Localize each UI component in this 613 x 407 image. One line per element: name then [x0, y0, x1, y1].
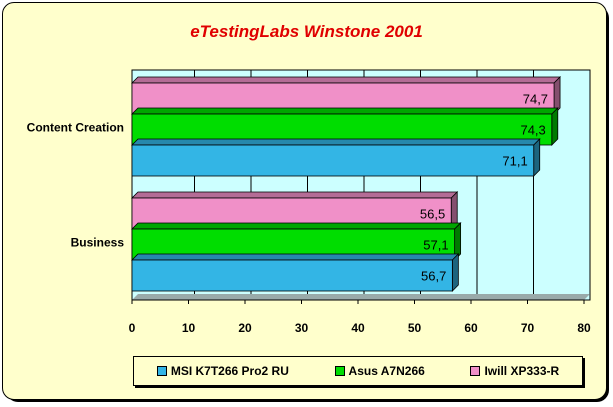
x-tick-label: 40 [351, 321, 365, 335]
legend-label: Iwill XP333-R [484, 364, 560, 378]
x-tick-label: 20 [238, 321, 252, 335]
x-tick-label: 10 [182, 321, 196, 335]
bar [131, 259, 453, 292]
legend-swatch [470, 366, 481, 376]
data-label: 57,1 [423, 238, 448, 253]
legend-swatch [334, 366, 345, 376]
x-tick-label: 30 [295, 321, 309, 335]
bar [131, 144, 535, 177]
x-tick-label: 50 [408, 321, 422, 335]
data-label: 74,7 [523, 92, 548, 107]
legend-item: Asus A7N266 [334, 364, 425, 378]
bar-top [131, 253, 460, 261]
x-tick-label: 60 [464, 321, 478, 335]
bar-top [131, 107, 559, 115]
bar-top [131, 222, 462, 230]
x-tick-label: 80 [577, 321, 591, 335]
chart-title: eTestingLabs Winstone 2001 [190, 22, 423, 41]
bar-end [533, 138, 541, 177]
bar-end [551, 107, 559, 146]
legend-swatch [156, 366, 167, 376]
bar-top [131, 191, 459, 199]
bar-end [451, 253, 459, 292]
legend-label: Asus A7N266 [348, 364, 425, 378]
x-tick-label: 70 [521, 321, 535, 335]
legend-label: MSI K7T266 Pro2 RU [170, 364, 289, 378]
legend-item: MSI K7T266 Pro2 RU [156, 364, 289, 378]
legend-item: Iwill XP333-R [470, 364, 559, 378]
data-label: 56,7 [421, 269, 446, 284]
bar-top [131, 138, 541, 146]
data-label: 71,1 [502, 154, 527, 169]
category-label: Content Creation [27, 121, 124, 135]
category-label: Business [71, 236, 125, 250]
data-label: 74,3 [520, 123, 545, 138]
plot-floor [132, 294, 590, 300]
x-tick-label: 0 [129, 321, 136, 335]
data-label: 56,5 [420, 207, 445, 222]
bar-top [131, 76, 562, 84]
legend: MSI K7T266 Pro2 RU Asus A7N266 Iwill XP333… [133, 356, 583, 386]
